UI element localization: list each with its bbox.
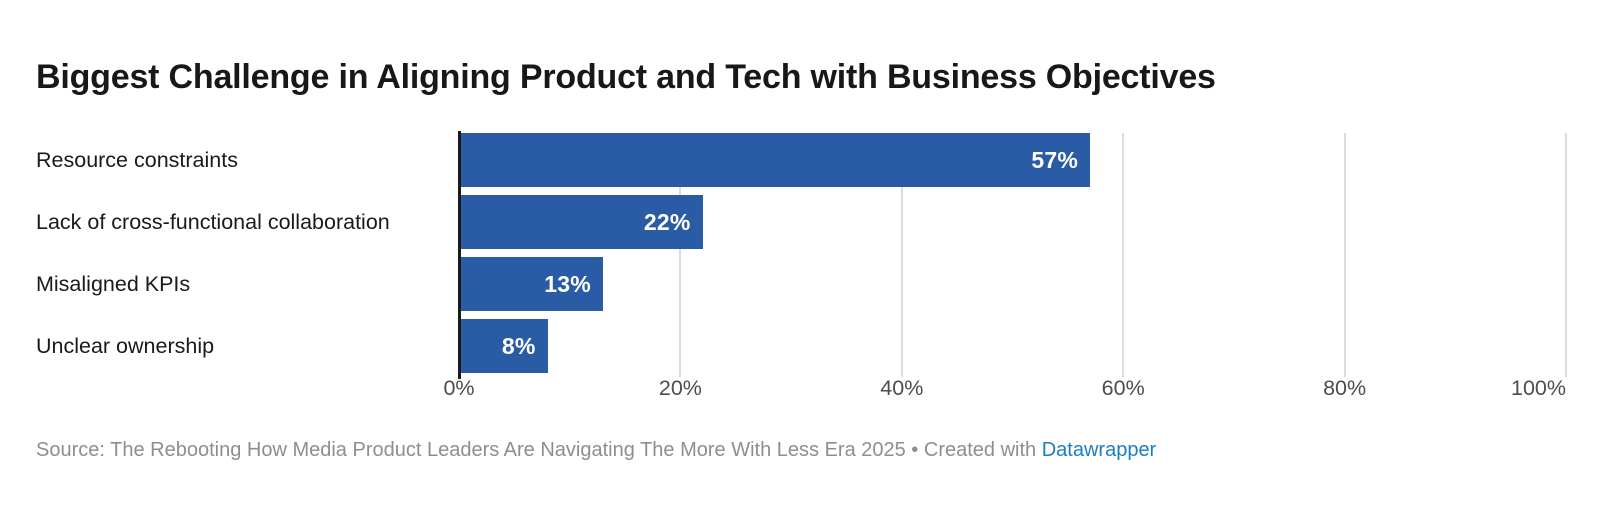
gridline-20 xyxy=(679,133,682,377)
gridline-80 xyxy=(1343,133,1346,377)
x-axis-ticks: 0% 20% 40% 60% 80% 100% xyxy=(443,376,1566,402)
x-tick-label: 100% xyxy=(1511,376,1566,400)
category-label: Misaligned KPIs xyxy=(36,271,191,296)
grid-overlay xyxy=(458,131,1567,379)
bar-value-label: 57% xyxy=(1031,146,1078,173)
gridline-60 xyxy=(1122,133,1125,377)
bar: 13% xyxy=(459,257,603,311)
gridline-100 xyxy=(1565,133,1567,377)
source-line: Source: The Rebooting How Media Product … xyxy=(36,439,1156,462)
bar-track: 57% xyxy=(459,133,1566,187)
bar-row: Misaligned KPIs 13% xyxy=(0,257,1566,311)
bar: 57% xyxy=(459,133,1090,187)
x-tick-label: 0% xyxy=(443,376,475,400)
bar-row: Lack of cross-functional collaboration 22… xyxy=(0,195,1566,249)
created-with-text: Created with xyxy=(923,439,1042,461)
x-tick-label: 60% xyxy=(1101,376,1145,400)
plot-region: Resource constraints 57% Lack of cross-fun… xyxy=(0,131,1567,379)
bar-track: 22% xyxy=(459,195,1566,249)
bar-row: Unclear ownership 8% xyxy=(0,319,1566,373)
gridline-40 xyxy=(900,133,903,377)
chart-title: Biggest Challenge in Aligning Product an… xyxy=(36,58,1216,96)
bar-track: 8% xyxy=(459,319,1566,373)
x-tick-label: 20% xyxy=(658,376,702,400)
source-text: Source: The Rebooting How Media Product … xyxy=(36,439,906,461)
bar-track: 13% xyxy=(459,257,1566,311)
category-label: Unclear ownership xyxy=(36,333,215,358)
bar: 8% xyxy=(459,319,548,373)
x-tick-label: 80% xyxy=(1323,376,1367,400)
bar-value-label: 8% xyxy=(501,332,536,359)
bar-value-label: 22% xyxy=(643,208,691,235)
x-tick-label: 40% xyxy=(880,376,924,400)
datawrapper-link[interactable]: Datawrapper xyxy=(1041,439,1157,461)
bar: 22% xyxy=(459,195,703,249)
category-label: Resource constraints xyxy=(36,147,238,172)
bar-row: Resource constraints 57% xyxy=(0,133,1566,187)
bar-rows: Resource constraints 57% Lack of cross-fun… xyxy=(0,133,1566,373)
x-axis-zero-line xyxy=(458,131,461,379)
source-separator: • xyxy=(905,439,924,461)
bar-value-label: 13% xyxy=(544,270,591,297)
category-label: Lack of cross-functional collaboration xyxy=(36,209,390,234)
